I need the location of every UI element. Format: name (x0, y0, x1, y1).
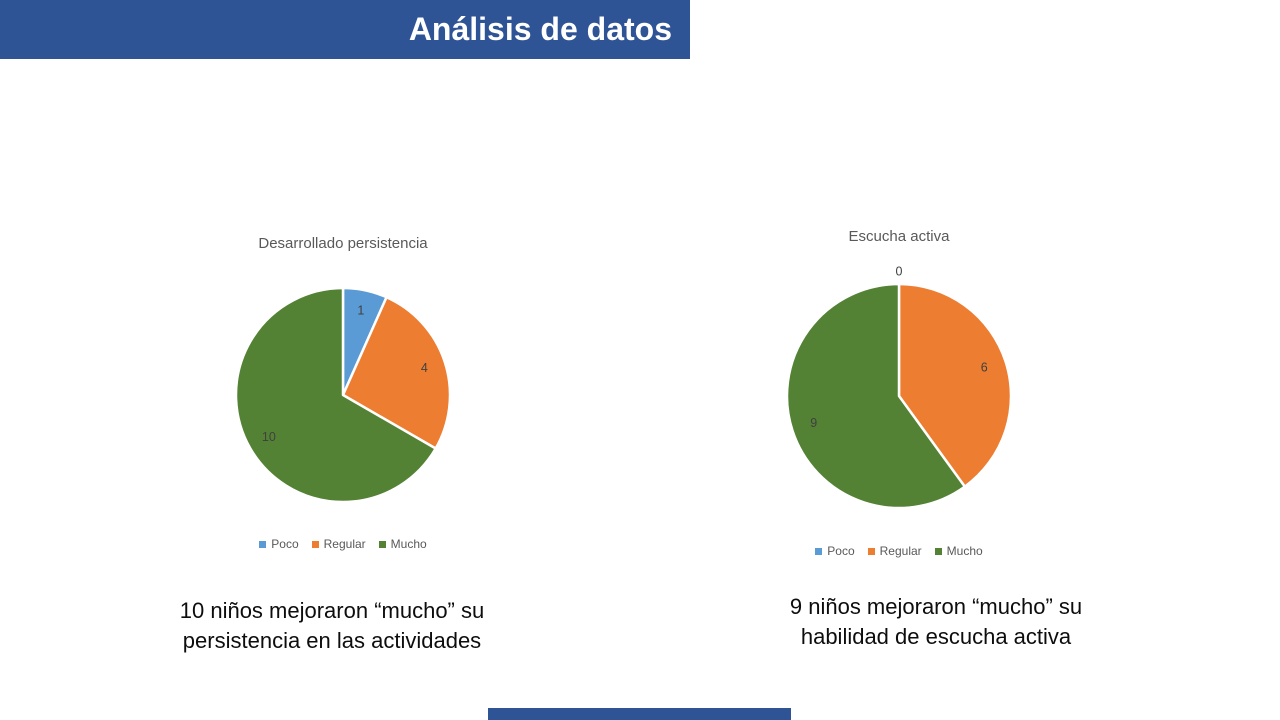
slide-title: Análisis de datos (408, 11, 672, 47)
legend-label: Poco (271, 537, 299, 551)
legend-swatch-icon (867, 547, 875, 555)
legend-label: Regular (879, 544, 922, 558)
pie-slice-mucho (234, 286, 437, 504)
legend-item-mucho: Mucho (934, 544, 983, 558)
title-banner: Análisis de datos (0, 0, 690, 59)
caption-line: 10 niños mejoraron “mucho” su (179, 598, 485, 623)
legend-swatch-icon (259, 540, 267, 548)
data-label-mucho: 10 (262, 430, 276, 444)
caption-line: 9 niños mejoraron “mucho” su (789, 594, 1083, 619)
caption-line: habilidad de escucha activa (800, 624, 1072, 649)
legend-swatch-icon (934, 547, 942, 555)
data-label-poco: 1 (357, 304, 364, 318)
legend-label: Poco (827, 544, 855, 558)
caption-persistencia: 10 niños mejoraron “mucho” su persistenc… (132, 596, 532, 656)
bottom-accent-bar (488, 708, 791, 720)
legend-item-regular: Regular (867, 544, 922, 558)
data-label-mucho: 9 (810, 416, 817, 430)
pie-slice-regular (341, 296, 452, 450)
chart-legend-escucha: Poco Regular Mucho (779, 544, 1019, 558)
chart-legend-persistencia: Poco Regular Mucho (223, 537, 463, 551)
legend-swatch-icon (378, 540, 386, 548)
legend-label: Mucho (390, 537, 427, 551)
pie-chart-escucha: 0 6 9 (785, 264, 1013, 510)
legend-item-poco: Poco (815, 544, 855, 558)
chart-title-persistencia: Desarrollado persistencia (258, 235, 428, 252)
data-label-poco: 0 (896, 264, 903, 278)
pie-slice-mucho (785, 282, 967, 510)
legend-item-regular: Regular (311, 537, 366, 551)
pie-slice-regular (897, 282, 1013, 488)
caption-escucha: 9 niños mejoraron “mucho” su habilidad d… (736, 592, 1136, 652)
pie-chart-persistencia: 1 4 10 (234, 286, 452, 504)
chart-title-escucha: Escucha activa (848, 228, 950, 245)
legend-item-poco: Poco (259, 537, 299, 551)
legend-swatch-icon (311, 540, 319, 548)
data-label-regular: 4 (421, 361, 428, 375)
data-label-regular: 6 (981, 361, 988, 375)
legend-item-mucho: Mucho (378, 537, 427, 551)
legend-label: Regular (323, 537, 366, 551)
legend-label: Mucho (946, 544, 983, 558)
legend-swatch-icon (815, 547, 823, 555)
caption-line: persistencia en las actividades (182, 628, 482, 653)
